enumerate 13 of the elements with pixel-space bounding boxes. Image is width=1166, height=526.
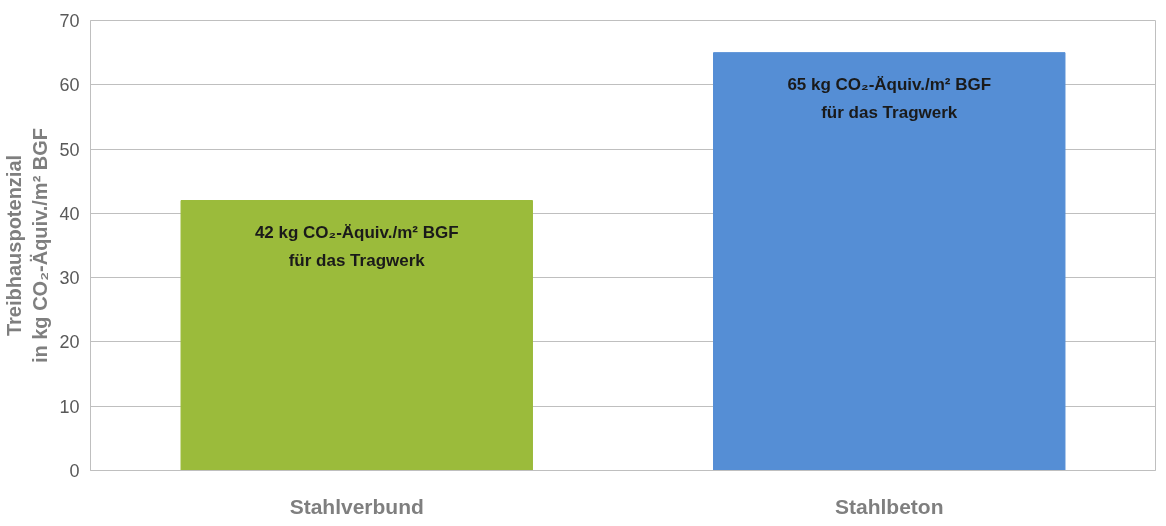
y-axis-title: Treibhauspotenzial in kg CO₂-Äquiv./m² BGF xyxy=(3,127,52,364)
y-tick-label: 70 xyxy=(59,11,80,31)
data-label: 65 kg CO₂-Äquiv./m² BGF für das Tragwerk xyxy=(787,74,992,123)
y-tick-label: 50 xyxy=(59,139,80,160)
y-tick-label: 30 xyxy=(59,268,80,289)
y-tick-label: 10 xyxy=(59,396,80,417)
y-tick-label: 60 xyxy=(59,75,80,96)
x-tick-label: Stahlverbund xyxy=(289,494,424,518)
y-tick-label: 20 xyxy=(59,332,80,353)
data-label: 42 kg CO₂-Äquiv./m² BGF für das Tragwerk xyxy=(254,222,459,270)
x-tick-label: Stahlbeton xyxy=(835,494,944,518)
y-tick-label: 40 xyxy=(59,203,80,224)
y-tick-label: 0 xyxy=(69,461,80,481)
